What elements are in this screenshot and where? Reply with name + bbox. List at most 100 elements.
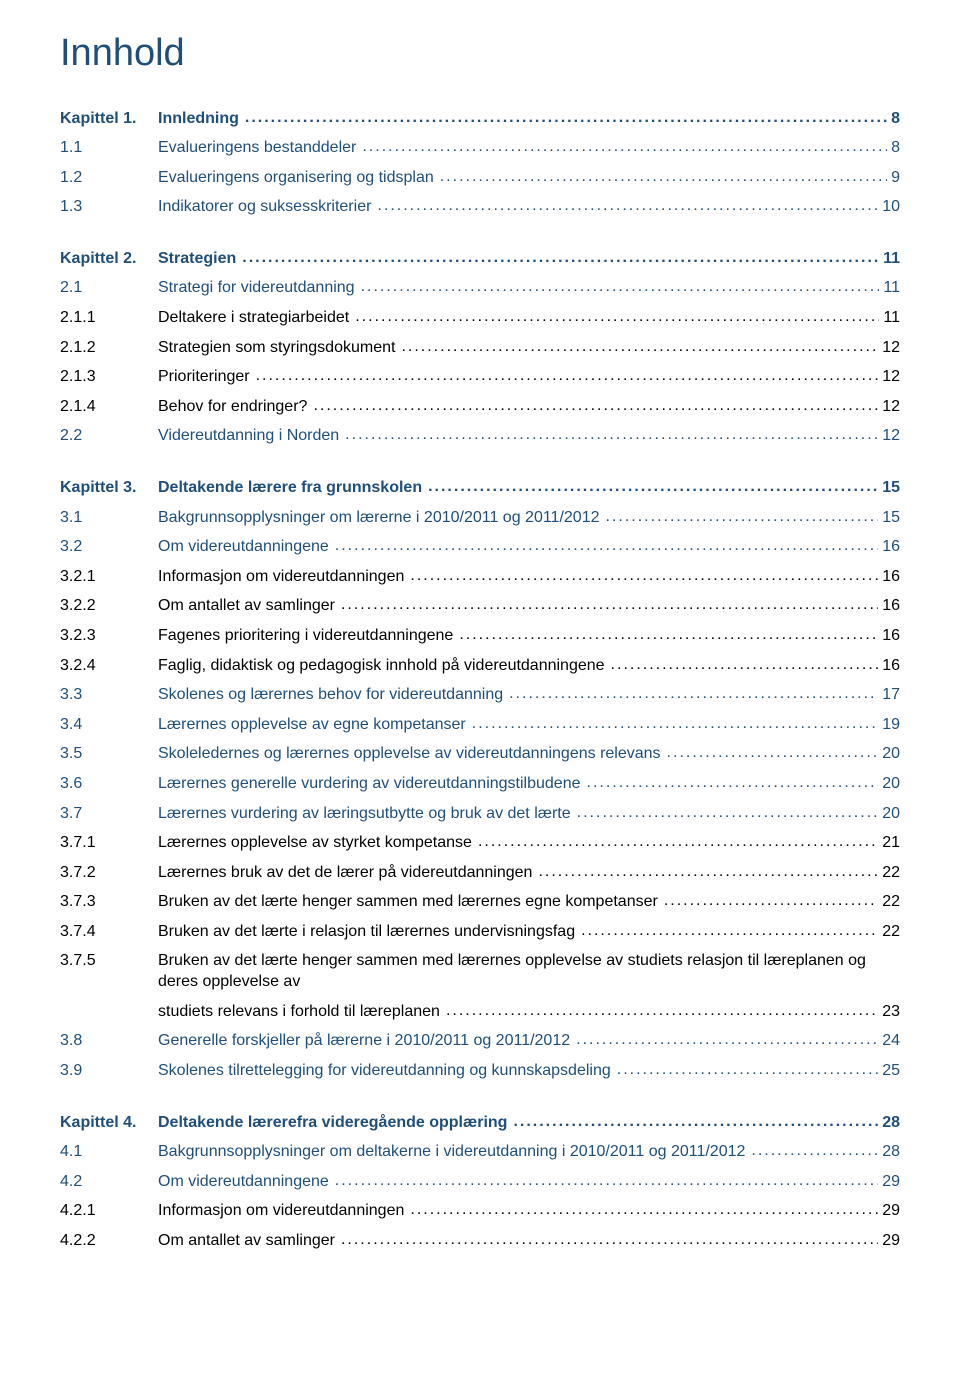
toc-entry-text: Lærernes opplevelse av styrket kompetans… bbox=[158, 832, 478, 854]
table-of-contents: Kapittel 1.Innledning81.1Evalueringens b… bbox=[60, 103, 900, 1255]
toc-entry-text: Lærernes vurdering av læringsutbytte og … bbox=[158, 803, 577, 825]
toc-leader bbox=[581, 920, 878, 936]
toc-leader bbox=[401, 336, 878, 352]
toc-entry-page: 12 bbox=[878, 337, 900, 359]
toc-leader bbox=[410, 1199, 878, 1215]
toc-entry-text: Generelle forskjeller på lærerne i 2010/… bbox=[158, 1030, 576, 1052]
toc-entry: 3.8Generelle forskjeller på lærerne i 20… bbox=[60, 1026, 900, 1056]
toc-entry-number: 2.1.4 bbox=[60, 396, 158, 418]
toc-entry-number: 3.7.4 bbox=[60, 921, 158, 943]
toc-leader bbox=[355, 306, 879, 322]
toc-leader bbox=[577, 802, 879, 818]
toc-entry-page: 16 bbox=[878, 595, 900, 617]
toc-leader bbox=[362, 136, 887, 152]
toc-entry-number: 3.2.2 bbox=[60, 595, 158, 617]
toc-entry-page: 20 bbox=[878, 803, 900, 825]
toc-entry-number: 3.2.1 bbox=[60, 566, 158, 588]
toc-entry: 3.7.1Lærernes opplevelse av styrket komp… bbox=[60, 828, 900, 858]
toc-entry-page: 17 bbox=[878, 684, 900, 706]
toc-entry: 3.4Lærernes opplevelse av egne kompetans… bbox=[60, 709, 900, 739]
toc-entry-page: 22 bbox=[878, 862, 900, 884]
toc-leader bbox=[611, 654, 879, 670]
toc-entry: 3.1Bakgrunnsopplysninger om lærerne i 20… bbox=[60, 502, 900, 532]
toc-leader bbox=[377, 195, 878, 211]
toc-entry-page: 15 bbox=[878, 477, 900, 499]
toc-entry-number: 3.7.3 bbox=[60, 891, 158, 913]
toc-entry-text: Videreutdanning i Norden bbox=[158, 425, 345, 447]
toc-entry-text: Bruken av det lærte henger sammen med læ… bbox=[158, 891, 664, 913]
toc-leader bbox=[428, 476, 878, 492]
toc-leader bbox=[576, 1029, 878, 1045]
toc-entry-page: 25 bbox=[878, 1060, 900, 1082]
toc-entry-number: 4.2 bbox=[60, 1171, 158, 1193]
toc-gap bbox=[60, 451, 900, 473]
toc-entry-text: Om antallet av samlinger bbox=[158, 595, 341, 617]
toc-entry: 3.9Skolenes tilrettelegging for videreut… bbox=[60, 1055, 900, 1085]
toc-entry-page: 8 bbox=[887, 108, 900, 130]
toc-entry-number: 1.3 bbox=[60, 196, 158, 218]
toc-entry-page: 16 bbox=[878, 566, 900, 588]
toc-entry: 4.1Bakgrunnsopplysninger om deltakerne i… bbox=[60, 1137, 900, 1167]
toc-entry: 3.6Lærernes generelle vurdering av vider… bbox=[60, 768, 900, 798]
toc-entry-text: Fagenes prioritering i videreutdanningen… bbox=[158, 625, 459, 647]
toc-entry-wrapped: 3.7.5Bruken av det lærte henger sammen m… bbox=[60, 946, 900, 1026]
toc-leader bbox=[410, 565, 878, 581]
toc-entry: Kapittel 2.Strategien11 bbox=[60, 243, 900, 273]
toc-entry-text: Evalueringens organisering og tidsplan bbox=[158, 167, 440, 189]
toc-entry-text: Evalueringens bestanddeler bbox=[158, 137, 362, 159]
toc-entry-page: 20 bbox=[878, 743, 900, 765]
toc-leader bbox=[751, 1140, 878, 1156]
toc-entry-number: Kapittel 2. bbox=[60, 248, 158, 270]
toc-leader bbox=[664, 890, 878, 906]
toc-entry-text: Deltakende lærere fra grunnskolen bbox=[158, 477, 428, 499]
toc-entry-text: Skolenes og lærernes behov for videreutd… bbox=[158, 684, 509, 706]
toc-leader bbox=[440, 166, 887, 182]
toc-entry-number: 3.5 bbox=[60, 743, 158, 765]
toc-entry: Kapittel 1.Innledning8 bbox=[60, 103, 900, 133]
toc-leader bbox=[538, 861, 878, 877]
toc-entry-text: Behov for endringer? bbox=[158, 396, 313, 418]
toc-entry-number: 3.7.2 bbox=[60, 862, 158, 884]
toc-entry-number: 3.7.1 bbox=[60, 832, 158, 854]
toc-entry-text: Prioriteringer bbox=[158, 366, 256, 388]
toc-entry: Kapittel 4.Deltakende lærerefra videregå… bbox=[60, 1107, 900, 1137]
toc-entry-number: 4.2.2 bbox=[60, 1230, 158, 1252]
toc-entry-number: 2.1.1 bbox=[60, 307, 158, 329]
toc-entry-page: 29 bbox=[878, 1200, 900, 1222]
toc-entry: 4.2Om videreutdanningene29 bbox=[60, 1166, 900, 1196]
toc-entry-number: 2.1 bbox=[60, 277, 158, 299]
toc-entry-page: 19 bbox=[878, 714, 900, 736]
toc-leader bbox=[617, 1059, 878, 1075]
toc-gap bbox=[60, 1085, 900, 1107]
toc-entry: 2.1.4Behov for endringer?12 bbox=[60, 391, 900, 421]
toc-entry-number: 1.2 bbox=[60, 167, 158, 189]
toc-entry: 3.7.3Bruken av det lærte henger sammen m… bbox=[60, 887, 900, 917]
toc-leader bbox=[513, 1111, 878, 1127]
toc-leader bbox=[256, 365, 879, 381]
toc-entry-page: 8 bbox=[887, 137, 900, 159]
toc-entry-text: Bruken av det lærte i relasjon til lærer… bbox=[158, 921, 581, 943]
toc-leader bbox=[446, 1000, 878, 1016]
toc-entry: 3.7Lærernes vurdering av læringsutbytte … bbox=[60, 798, 900, 828]
toc-entry-number: 4.2.1 bbox=[60, 1200, 158, 1222]
toc-entry-page: 29 bbox=[878, 1230, 900, 1252]
toc-leader bbox=[509, 683, 878, 699]
toc-leader bbox=[606, 506, 879, 522]
toc-entry-page: 20 bbox=[878, 773, 900, 795]
toc-leader bbox=[335, 535, 878, 551]
toc-entry-text: Strategi for videreutdanning bbox=[158, 277, 361, 299]
toc-entry: 3.7.2Lærernes bruk av det de lærer på vi… bbox=[60, 857, 900, 887]
toc-entry-number: 3.2 bbox=[60, 536, 158, 558]
toc-entry-number: 3.7 bbox=[60, 803, 158, 825]
toc-entry-text: Bakgrunnsopplysninger om deltakerne i vi… bbox=[158, 1141, 751, 1163]
toc-leader bbox=[341, 1229, 878, 1245]
toc-entry-page: 11 bbox=[879, 248, 900, 270]
toc-entry-text: Bruken av det lærte henger sammen med læ… bbox=[158, 950, 900, 993]
toc-entry-text: Strategien som styringsdokument bbox=[158, 337, 401, 359]
toc-entry-text-cont: studiets relevans i forhold til læreplan… bbox=[158, 1001, 446, 1023]
toc-entry-number: Kapittel 3. bbox=[60, 477, 158, 499]
toc-entry-number: 3.2.3 bbox=[60, 625, 158, 647]
toc-entry-page: 16 bbox=[878, 625, 900, 647]
toc-entry: 4.2.2Om antallet av samlinger29 bbox=[60, 1225, 900, 1255]
toc-entry-page: 23 bbox=[878, 1001, 900, 1023]
